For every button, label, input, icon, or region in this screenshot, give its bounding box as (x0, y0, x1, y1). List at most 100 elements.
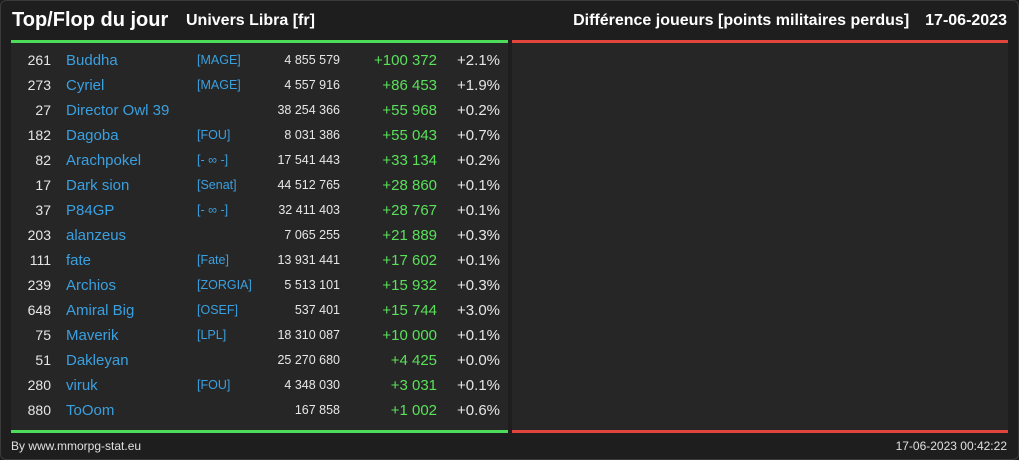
player-diff-percent: +0.1% (457, 202, 500, 219)
player-points: 5 513 101 (284, 278, 340, 292)
player-name-link[interactable]: Dakleyan (66, 352, 129, 369)
top-player-list: 261 Buddha [MAGE] 4 855 579 +100 372 +2.… (11, 48, 508, 423)
player-diff-percent: +0.7% (457, 127, 500, 144)
player-alliance-link[interactable]: [Fate] (197, 253, 229, 267)
player-diff-percent: +0.2% (457, 102, 500, 119)
player-alliance-link[interactable]: [OSEF] (197, 303, 238, 317)
player-name-link[interactable]: P84GP (66, 202, 115, 219)
flop-panel-top-bar (512, 40, 1008, 43)
player-rank: 261 (27, 52, 51, 68)
flop-panel-bottom-bar (512, 430, 1008, 433)
player-points: 44 512 765 (277, 178, 340, 192)
player-rank: 239 (27, 277, 51, 293)
player-alliance-link[interactable]: [LPL] (197, 328, 227, 342)
player-alliance-link[interactable]: [- ∞ -] (197, 153, 229, 167)
table-row: 648 Amiral Big [OSEF] 537 401 +15 744 +3… (11, 298, 508, 323)
player-name-link[interactable]: Dark sion (66, 177, 130, 194)
player-diff-percent: +0.0% (457, 352, 500, 369)
player-diff: +55 043 (382, 127, 437, 144)
server-name: Univers Libra [fr] (186, 12, 315, 29)
player-diff-percent: +0.3% (457, 277, 500, 294)
table-row: 239 Archios [ZORGIA] 5 513 101 +15 932 +… (11, 273, 508, 298)
player-diff: +3 031 (390, 377, 437, 394)
player-points: 8 031 386 (284, 128, 340, 142)
player-points: 7 065 255 (284, 228, 340, 242)
player-points: 537 401 (294, 303, 340, 317)
player-name-link[interactable]: alanzeus (66, 227, 127, 244)
player-points: 18 310 087 (277, 328, 340, 342)
table-row: 27 Director Owl 39 38 254 366 +55 968 +0… (11, 98, 508, 123)
player-name-link[interactable]: Cyriel (66, 77, 105, 94)
player-diff: +33 134 (382, 152, 437, 169)
player-name-link[interactable]: Amiral Big (66, 302, 135, 319)
player-diff-percent: +0.1% (457, 252, 500, 269)
player-diff: +17 602 (382, 252, 437, 269)
player-name-link[interactable]: Archios (66, 277, 117, 294)
table-row: 17 Dark sion [Senat] 44 512 765 +28 860 … (11, 173, 508, 198)
player-diff: +21 889 (382, 227, 437, 244)
top-panel-top-bar (11, 40, 508, 43)
table-row: 880 ToOom 167 858 +1 002 +0.6% (11, 398, 508, 423)
player-rank: 17 (35, 177, 51, 193)
player-rank: 27 (35, 102, 51, 118)
player-alliance-link[interactable]: [ZORGIA] (197, 278, 252, 292)
player-rank: 51 (35, 352, 51, 368)
table-row: 51 Dakleyan 25 270 680 +4 425 +0.0% (11, 348, 508, 373)
player-diff: +15 744 (382, 302, 437, 319)
flop-panel (512, 41, 1008, 430)
player-points: 17 541 443 (277, 153, 340, 167)
page-title: Top/Flop du jour (12, 9, 169, 31)
player-diff-percent: +0.1% (457, 377, 500, 394)
player-name-link[interactable]: Buddha (66, 52, 118, 69)
player-rank: 82 (35, 152, 51, 168)
table-row: 75 Maverik [LPL] 18 310 087 +10 000 +0.1… (11, 323, 508, 348)
player-diff-percent: +0.1% (457, 327, 500, 344)
player-alliance-link[interactable]: [FOU] (197, 378, 231, 392)
player-diff: +55 968 (382, 102, 437, 119)
header-date: 17-06-2023 (925, 12, 1007, 29)
player-alliance-link[interactable]: [MAGE] (197, 53, 241, 67)
player-rank: 880 (27, 402, 51, 418)
player-diff-percent: +2.1% (457, 52, 500, 69)
player-name-link[interactable]: Dagoba (66, 127, 119, 144)
player-diff: +86 453 (382, 77, 437, 94)
player-name-link[interactable]: viruk (66, 377, 98, 394)
player-rank: 280 (27, 377, 51, 393)
player-diff: +10 000 (382, 327, 437, 344)
player-diff-percent: +1.9% (457, 77, 500, 94)
player-diff: +1 002 (390, 402, 437, 419)
player-diff: +4 425 (390, 352, 437, 369)
table-row: 273 Cyriel [MAGE] 4 557 916 +86 453 +1.9… (11, 73, 508, 98)
header-right: Différence joueurs [points militaires pe… (573, 12, 1007, 30)
table-row: 280 viruk [FOU] 4 348 030 +3 031 +0.1% (11, 373, 508, 398)
footer-credit-link[interactable]: By www.mmorpg-stat.eu (11, 439, 142, 453)
player-rank: 203 (27, 227, 51, 243)
player-points: 4 348 030 (284, 378, 340, 392)
player-name-link[interactable]: fate (66, 252, 92, 269)
top-panel-bottom-bar (11, 430, 508, 433)
player-alliance-link[interactable]: [- ∞ -] (197, 203, 229, 217)
player-points: 167 858 (294, 403, 340, 417)
player-diff: +15 932 (382, 277, 437, 294)
player-diff-percent: +3.0% (457, 302, 500, 319)
player-rank: 182 (27, 127, 51, 143)
table-row: 261 Buddha [MAGE] 4 855 579 +100 372 +2.… (11, 48, 508, 73)
player-alliance-link[interactable]: [Senat] (197, 178, 237, 192)
player-diff: +28 860 (382, 177, 437, 194)
player-alliance-link[interactable]: [FOU] (197, 128, 231, 142)
table-row: 111 fate [Fate] 13 931 441 +17 602 +0.1% (11, 248, 508, 273)
player-alliance-link[interactable]: [MAGE] (197, 78, 241, 92)
player-name-link[interactable]: Director Owl 39 (66, 102, 170, 119)
player-rank: 37 (35, 202, 51, 218)
player-diff-percent: +0.6% (457, 402, 500, 419)
player-name-link[interactable]: Maverik (66, 327, 119, 344)
player-name-link[interactable]: Arachpokel (66, 152, 142, 169)
player-points: 13 931 441 (277, 253, 340, 267)
player-name-link[interactable]: ToOom (66, 402, 115, 419)
table-row: 82 Arachpokel [- ∞ -] 17 541 443 +33 134… (11, 148, 508, 173)
metric-label: Différence joueurs [points militaires pe… (573, 12, 910, 29)
player-rank: 75 (35, 327, 51, 343)
footer-timestamp: 17-06-2023 00:42:22 (895, 439, 1007, 453)
player-diff: +100 372 (374, 52, 437, 69)
player-diff-percent: +0.2% (457, 152, 500, 169)
